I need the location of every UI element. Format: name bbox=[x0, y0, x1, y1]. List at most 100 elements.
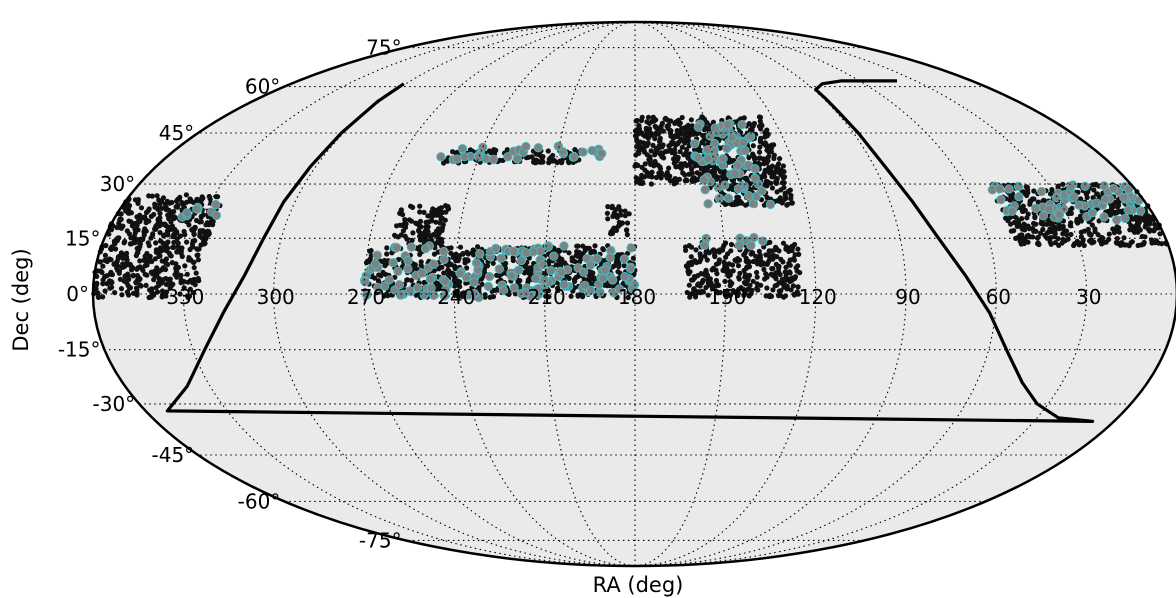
highlight-point bbox=[619, 254, 630, 264]
data-point bbox=[764, 127, 770, 133]
highlight-point bbox=[539, 275, 549, 285]
data-point bbox=[432, 241, 438, 247]
highlight-point bbox=[439, 246, 449, 257]
data-point bbox=[171, 208, 177, 215]
highlight-point bbox=[597, 148, 607, 159]
data-point bbox=[658, 173, 664, 180]
highlight-point bbox=[182, 208, 192, 218]
data-point bbox=[1042, 232, 1048, 238]
data-point bbox=[413, 220, 419, 226]
data-point bbox=[741, 252, 747, 258]
highlight-point bbox=[533, 143, 543, 153]
data-point bbox=[107, 285, 113, 291]
data-point bbox=[648, 181, 655, 187]
data-point bbox=[463, 258, 469, 264]
data-point bbox=[109, 272, 115, 278]
data-point bbox=[750, 258, 757, 265]
data-point bbox=[773, 270, 779, 276]
data-point bbox=[202, 240, 208, 246]
data-point bbox=[774, 163, 781, 169]
data-point bbox=[1060, 223, 1066, 230]
data-point bbox=[111, 240, 118, 246]
data-point bbox=[730, 268, 736, 274]
data-point bbox=[409, 237, 415, 243]
data-point bbox=[134, 250, 140, 256]
data-point bbox=[1133, 214, 1139, 220]
data-point bbox=[1142, 234, 1148, 240]
data-point bbox=[1019, 208, 1026, 214]
data-point bbox=[1056, 226, 1063, 232]
data-point bbox=[1147, 218, 1153, 225]
data-point bbox=[660, 142, 666, 148]
highlight-point bbox=[426, 283, 436, 293]
data-point bbox=[622, 208, 628, 214]
data-point bbox=[704, 257, 710, 263]
data-point bbox=[100, 281, 106, 287]
data-point bbox=[1107, 212, 1114, 218]
data-point bbox=[1091, 187, 1097, 193]
data-point bbox=[766, 149, 772, 155]
highlight-point bbox=[461, 272, 472, 283]
data-point bbox=[457, 244, 464, 250]
data-point bbox=[1127, 227, 1133, 233]
data-point bbox=[181, 228, 187, 235]
data-point bbox=[795, 246, 801, 252]
data-point bbox=[438, 205, 444, 211]
data-point bbox=[697, 253, 704, 259]
data-point bbox=[634, 117, 640, 124]
data-point bbox=[632, 163, 638, 169]
data-point bbox=[1065, 236, 1071, 242]
highlight-point bbox=[440, 276, 450, 286]
data-point bbox=[652, 158, 658, 165]
data-point bbox=[782, 269, 788, 275]
data-point bbox=[213, 194, 219, 200]
data-point bbox=[659, 154, 665, 160]
data-point bbox=[742, 274, 748, 280]
highlight-point bbox=[578, 147, 588, 157]
data-point bbox=[666, 122, 672, 128]
data-point bbox=[1040, 221, 1047, 227]
highlight-point bbox=[1099, 212, 1109, 222]
data-point bbox=[154, 289, 161, 295]
data-point bbox=[777, 170, 783, 176]
data-point bbox=[148, 258, 154, 264]
highlight-point bbox=[512, 154, 522, 164]
data-point bbox=[450, 254, 456, 260]
data-point bbox=[1038, 230, 1044, 236]
highlight-point bbox=[425, 274, 435, 284]
highlight-point bbox=[478, 142, 488, 152]
data-point bbox=[163, 248, 169, 254]
data-point bbox=[421, 209, 427, 215]
data-point bbox=[724, 288, 730, 294]
data-point bbox=[616, 219, 622, 225]
data-point bbox=[1067, 223, 1074, 229]
data-point bbox=[1090, 182, 1096, 188]
data-point bbox=[749, 122, 755, 129]
data-point bbox=[1135, 242, 1141, 249]
data-point bbox=[720, 267, 726, 273]
data-point bbox=[137, 258, 143, 264]
data-point bbox=[140, 236, 146, 243]
data-point bbox=[763, 252, 769, 258]
data-point bbox=[640, 179, 646, 185]
data-point bbox=[430, 206, 436, 212]
data-point bbox=[140, 215, 146, 221]
highlight-point bbox=[406, 242, 417, 252]
highlight-point bbox=[1124, 184, 1134, 195]
data-point bbox=[171, 239, 177, 246]
data-point bbox=[642, 161, 648, 167]
data-point bbox=[772, 283, 778, 289]
data-point bbox=[582, 247, 588, 253]
highlight-point bbox=[740, 145, 750, 156]
data-point bbox=[1114, 204, 1121, 210]
data-point bbox=[780, 240, 787, 246]
data-point bbox=[778, 187, 784, 193]
highlight-point bbox=[580, 280, 590, 291]
data-point bbox=[654, 125, 660, 131]
highlight-point bbox=[1036, 186, 1047, 197]
data-point bbox=[368, 248, 374, 254]
data-point bbox=[490, 294, 497, 300]
data-point bbox=[130, 273, 136, 279]
highlight-point bbox=[474, 152, 484, 162]
data-point bbox=[123, 254, 129, 260]
